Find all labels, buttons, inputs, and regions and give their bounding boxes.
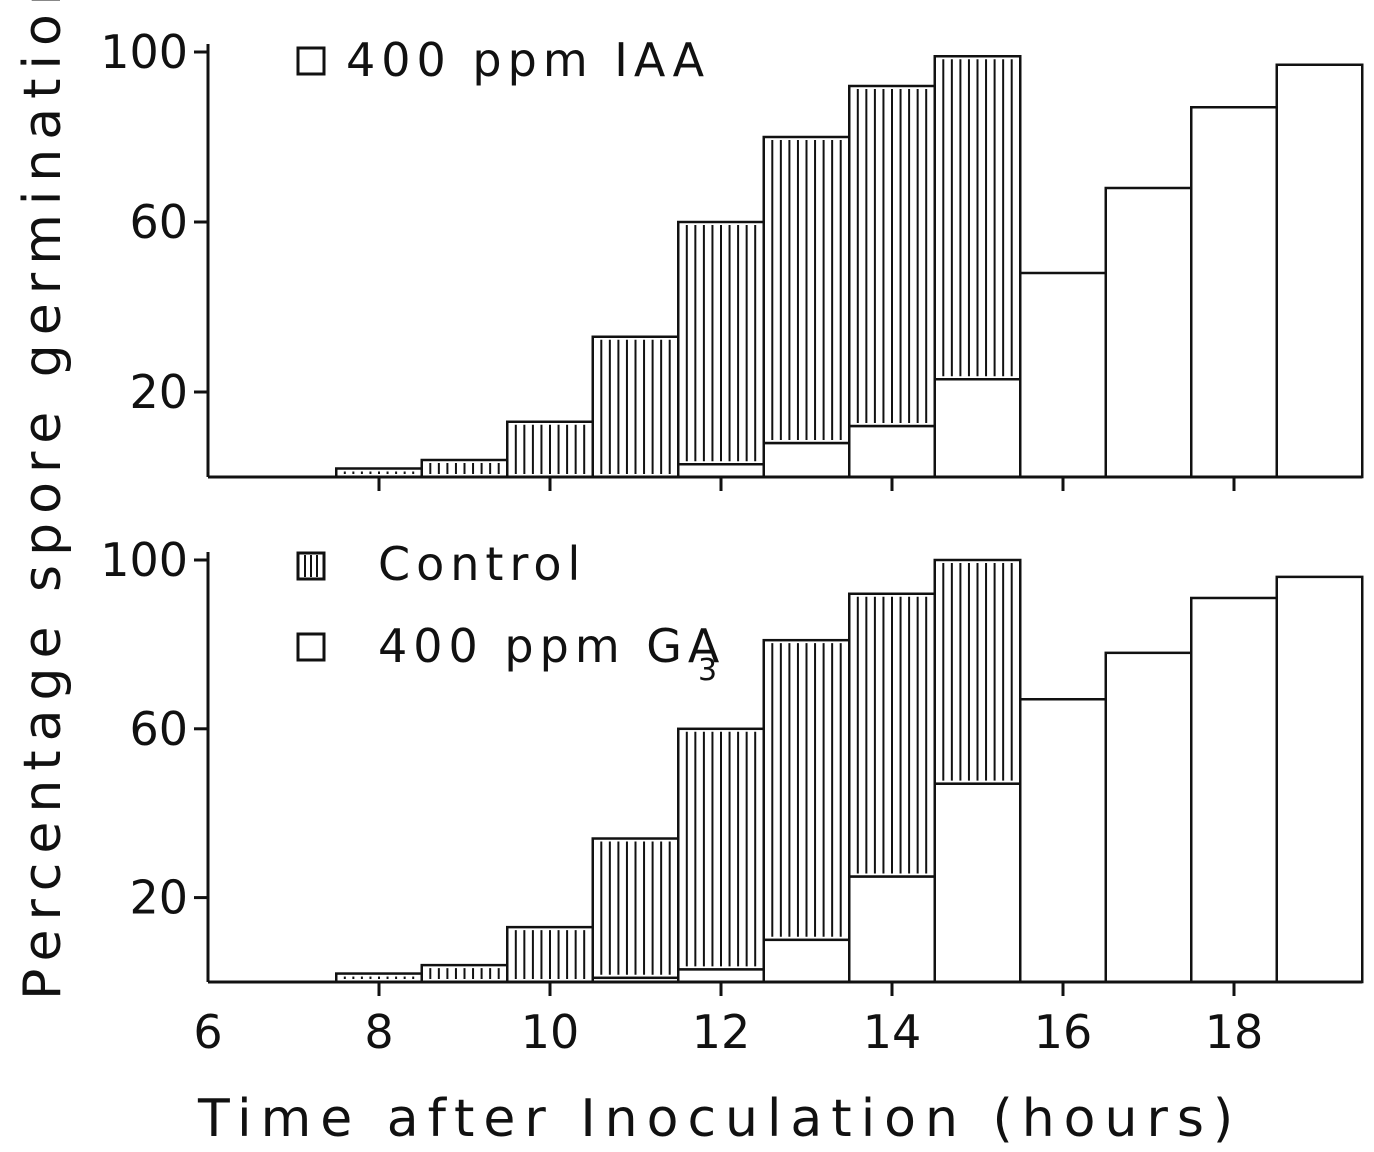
y-tick-label: 60 [129, 195, 188, 249]
top-axis: 20 60 100 [100, 25, 1363, 491]
legend-swatch-open [296, 632, 326, 662]
bottom-panel: 20 60 100 6 8 10 12 14 16 18 [100, 533, 1364, 1059]
x-tick-label: 10 [521, 1005, 580, 1059]
top-panel: 20 60 100 [100, 25, 1364, 491]
y-tick-label: 100 [100, 25, 188, 79]
x-axis-title: Time after Inoculation (hours) [197, 1089, 1242, 1149]
x-tick-label: 16 [1034, 1005, 1093, 1059]
open-bar [1275, 63, 1364, 479]
x-tick-label: 14 [863, 1005, 922, 1059]
open-bar [677, 968, 765, 984]
open-bar [1190, 596, 1278, 984]
open-bar [1019, 698, 1107, 984]
x-tick-label: 18 [1205, 1005, 1264, 1059]
legend-label-iaa: 400 ppm IAA [346, 33, 710, 87]
y-tick-label: 100 [100, 533, 188, 587]
top-legend: 400 ppm IAA [296, 33, 710, 87]
legend-label-control: Control [378, 537, 586, 591]
legend-label-ga3-subscript: 3 [698, 653, 717, 688]
y-axis-title: Percentage spore germination [13, 0, 73, 1000]
open-bar [1275, 575, 1364, 984]
open-bar [933, 378, 1022, 479]
open-bar [1019, 271, 1107, 479]
open-bar [1190, 106, 1278, 479]
bottom-axis: 20 60 100 6 8 10 12 14 16 18 [100, 533, 1363, 1059]
open-bar [933, 782, 1022, 984]
x-tick-label: 12 [692, 1005, 751, 1059]
bottom-legend: Control 400 ppm GA 3 [296, 537, 725, 688]
y-tick-label: 20 [129, 365, 188, 419]
bottom-bars [335, 558, 1364, 984]
open-bar [762, 938, 851, 984]
top-bars [335, 55, 1364, 479]
y-tick-label: 60 [129, 702, 188, 756]
open-bar [1104, 651, 1193, 984]
open-bar [848, 424, 936, 479]
open-bar [762, 441, 851, 479]
legend-swatch-open [296, 46, 326, 76]
y-tick-label: 20 [129, 871, 188, 925]
open-bar [677, 463, 765, 479]
open-bar [848, 875, 936, 984]
x-tick-label: 8 [364, 1005, 393, 1059]
legend-label-ga3: 400 ppm GA [378, 619, 725, 673]
x-tick-label: 6 [193, 1005, 222, 1059]
open-bar [1104, 186, 1193, 479]
